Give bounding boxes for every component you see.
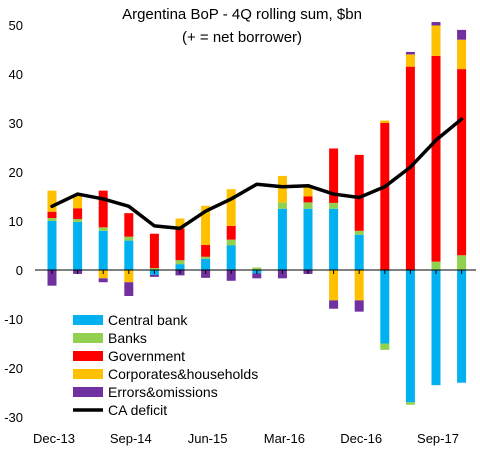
bar-segment-banks-14 xyxy=(406,402,415,404)
bar-segment-corporates-households-7 xyxy=(227,189,236,226)
legend-label: Corporates&households xyxy=(108,366,258,382)
bar-segment-banks-2 xyxy=(99,227,108,230)
bar-segment-central-bank-15 xyxy=(432,270,441,385)
bar-segment-errors-omissions-11 xyxy=(329,300,338,308)
y-tick-label: 30 xyxy=(9,116,23,131)
x-tick-label: Sep-17 xyxy=(417,431,459,446)
bar-segment-errors-omissions-12 xyxy=(355,300,364,311)
bar-segment-government-5 xyxy=(176,228,185,260)
bar-segment-central-bank-1 xyxy=(73,222,82,270)
bar-segment-banks-12 xyxy=(355,231,364,235)
line-layer xyxy=(52,119,462,228)
bar-segment-banks-1 xyxy=(73,219,82,222)
bar-segment-central-bank-13 xyxy=(380,270,389,344)
legend-label: Government xyxy=(108,348,185,364)
legend-swatch xyxy=(73,351,103,361)
bar-segment-central-bank-14 xyxy=(406,270,415,402)
bar-segment-banks-7 xyxy=(227,240,236,246)
bar-segment-banks-13 xyxy=(380,344,389,350)
y-tick-label: 20 xyxy=(9,165,23,180)
bar-segment-corporates-households-15 xyxy=(432,25,441,55)
y-tick-label: -20 xyxy=(4,361,23,376)
legend-swatch xyxy=(73,369,103,379)
legend-swatch xyxy=(73,387,103,397)
y-tick-label: 50 xyxy=(9,18,23,33)
chart-subtitle: (+ = net borrower) xyxy=(182,29,302,46)
bar-segment-banks-10 xyxy=(304,202,313,208)
bar-segment-central-bank-12 xyxy=(355,235,364,270)
bar-segment-banks-3 xyxy=(124,237,133,241)
legend-label: Central bank xyxy=(108,312,188,328)
legend-label: Errors&omissions xyxy=(108,384,218,400)
y-tick-label: 10 xyxy=(9,214,23,229)
x-tick-label: Jun-15 xyxy=(188,431,228,446)
bar-segment-government-2 xyxy=(99,191,108,228)
line-ca-deficit xyxy=(52,119,462,228)
bar-segment-corporates-households-12 xyxy=(355,270,364,300)
y-tick-label: -10 xyxy=(4,312,23,327)
bar-segment-government-6 xyxy=(201,245,210,257)
bar-segment-corporates-households-9 xyxy=(278,176,287,202)
chart-title: Argentina BoP - 4Q rolling sum, $bn xyxy=(122,6,362,23)
x-tick-label: Sep-14 xyxy=(110,431,152,446)
bar-segment-government-4 xyxy=(150,234,159,268)
bar-segment-errors-omissions-2 xyxy=(99,278,108,282)
bar-segment-errors-omissions-4 xyxy=(150,275,159,277)
bar-segment-government-10 xyxy=(304,197,313,203)
bar-segment-central-bank-16 xyxy=(457,270,466,383)
bar-segment-government-3 xyxy=(124,213,133,237)
y-tick-label: -30 xyxy=(4,410,23,425)
bar-segment-corporates-households-16 xyxy=(457,40,466,69)
bar-segment-banks-5 xyxy=(176,260,185,264)
bar-segment-central-bank-5 xyxy=(176,264,185,270)
bar-segment-corporates-households-14 xyxy=(406,54,415,66)
x-tick-label: Mar-16 xyxy=(264,431,305,446)
y-tick-label: 40 xyxy=(9,67,23,82)
bar-segment-central-bank-3 xyxy=(124,241,133,270)
bar-segment-corporates-households-13 xyxy=(380,121,389,123)
bar-segment-corporates-households-0 xyxy=(48,191,57,212)
bar-segment-government-7 xyxy=(227,226,236,240)
x-tick-label: Dec-16 xyxy=(340,431,382,446)
bar-segment-errors-omissions-3 xyxy=(124,282,133,296)
x-tick-label: Dec-13 xyxy=(33,431,75,446)
bar-segment-government-0 xyxy=(48,212,57,218)
bar-segment-government-1 xyxy=(73,208,82,219)
bar-segment-banks-11 xyxy=(329,203,338,209)
bar-segment-errors-omissions-8 xyxy=(252,273,261,278)
bar-segment-banks-16 xyxy=(457,255,466,270)
bar-segment-central-bank-2 xyxy=(99,231,108,270)
bar-segment-government-13 xyxy=(380,123,389,270)
bar-segment-corporates-households-11 xyxy=(329,270,338,300)
y-ticks-layer: -30 -20 -10 0 10 20 30 40 50 xyxy=(4,18,23,425)
bar-segment-central-bank-7 xyxy=(227,246,236,271)
bar-segment-banks-0 xyxy=(48,218,57,221)
bar-segment-central-bank-6 xyxy=(201,259,210,270)
bar-segment-government-15 xyxy=(432,56,441,262)
bar-segment-errors-omissions-15 xyxy=(432,22,441,25)
y-tick-label: 0 xyxy=(16,263,23,278)
bar-segment-central-bank-10 xyxy=(304,209,313,270)
bar-segment-errors-omissions-16 xyxy=(457,30,466,40)
bar-segment-banks-6 xyxy=(201,257,210,259)
bar-segment-banks-9 xyxy=(278,202,287,208)
legend: Central bank Banks Government Corporates&ho… xyxy=(73,312,258,418)
legend-swatch xyxy=(73,315,103,325)
bar-segment-central-bank-0 xyxy=(48,221,57,270)
bar-segment-banks-15 xyxy=(432,262,441,270)
bar-segment-government-12 xyxy=(355,155,364,231)
legend-label: CA deficit xyxy=(108,402,167,418)
legend-label: Banks xyxy=(108,330,147,346)
bar-segment-central-bank-9 xyxy=(278,209,287,270)
legend-swatch xyxy=(73,333,103,343)
bar-segment-central-bank-11 xyxy=(329,209,338,270)
bar-segment-errors-omissions-14 xyxy=(406,52,415,54)
bar-segment-government-16 xyxy=(457,69,466,255)
